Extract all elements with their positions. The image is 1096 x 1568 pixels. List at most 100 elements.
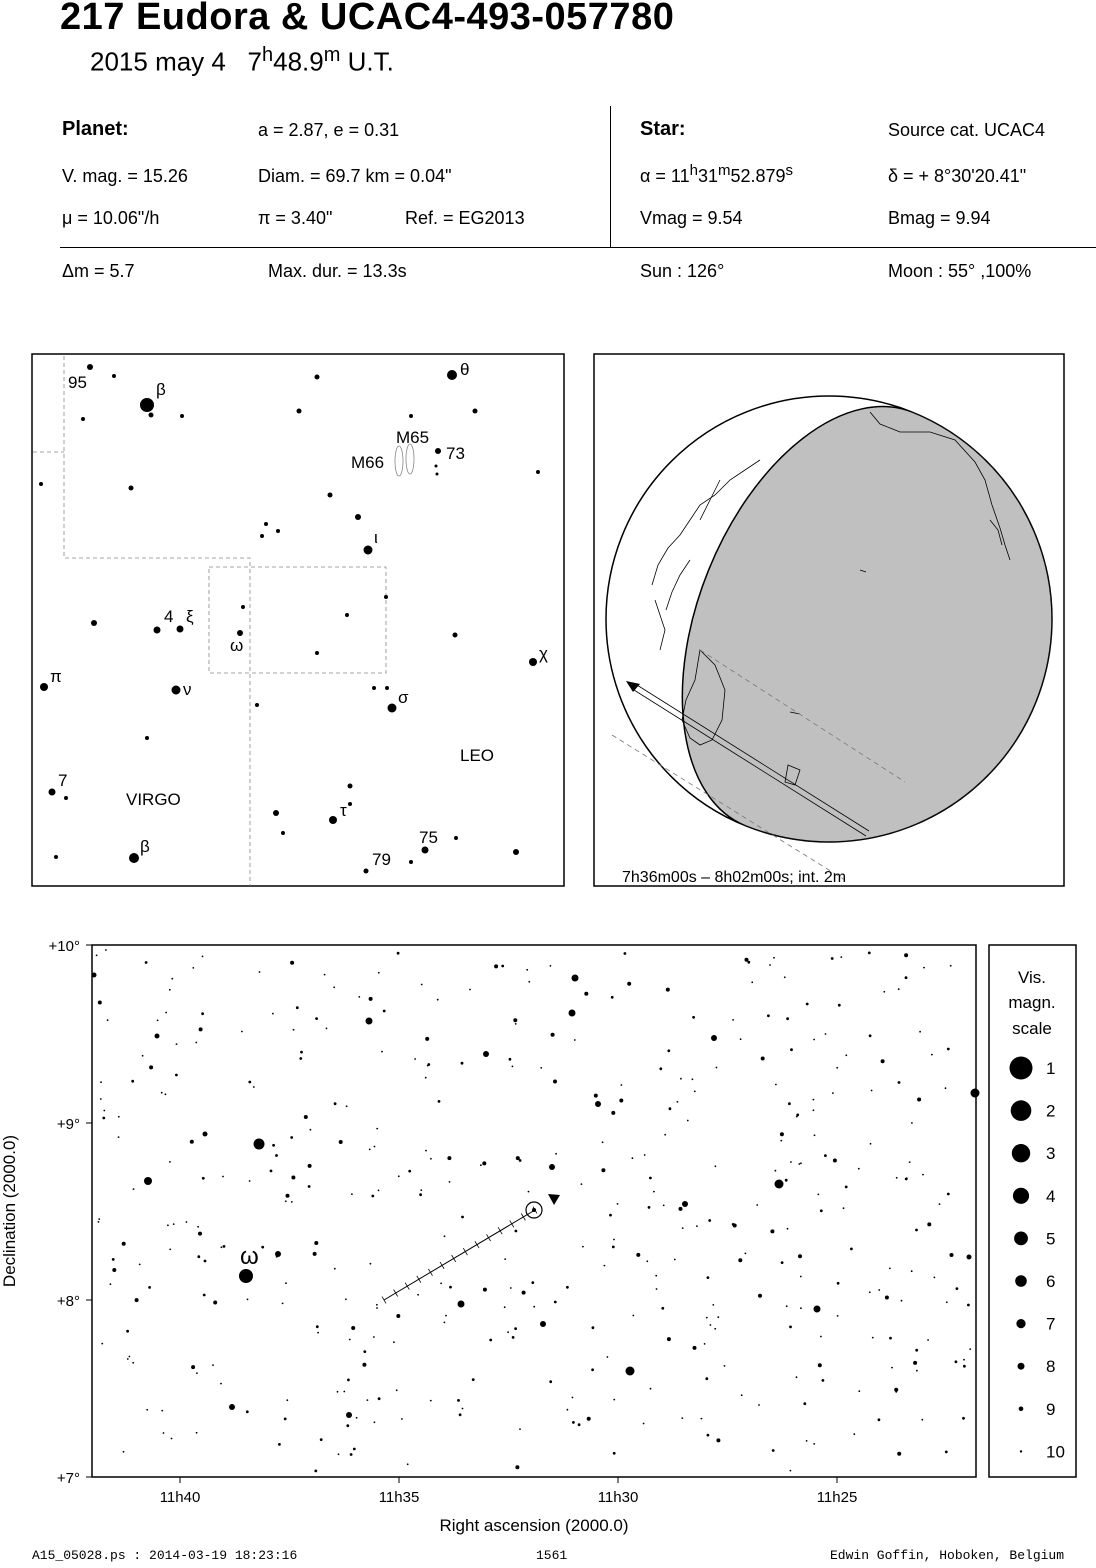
background-star (927, 1339, 929, 1341)
background-star (692, 1015, 695, 1019)
background-star (449, 1285, 452, 1289)
target-star (532, 1208, 536, 1212)
background-star (362, 1362, 367, 1367)
background-star (868, 1034, 872, 1038)
background-star (662, 1204, 665, 1207)
background-star (613, 1238, 615, 1241)
background-star (319, 1438, 323, 1441)
background-star (373, 1145, 376, 1148)
background-star (731, 1223, 735, 1226)
background-star (616, 1203, 619, 1205)
background-star (612, 1451, 616, 1455)
background-star (760, 1056, 765, 1061)
label-beta-top: β (156, 380, 166, 399)
background-star (655, 1288, 658, 1290)
background-star (368, 996, 373, 1001)
background-star (511, 1065, 514, 1068)
background-star (969, 1348, 972, 1350)
background-star (507, 1331, 509, 1334)
background-star (540, 1067, 543, 1069)
background-star (946, 1047, 950, 1051)
path-time-tick (532, 1206, 538, 1214)
background-star (813, 1134, 816, 1137)
background-star (201, 955, 204, 958)
background-star (739, 1038, 742, 1041)
background-star (646, 1260, 649, 1263)
background-star (131, 1079, 135, 1083)
background-star (336, 1390, 339, 1393)
background-star (338, 1140, 343, 1144)
background-star (817, 1363, 822, 1368)
background-star (377, 1189, 380, 1192)
background-star (780, 1261, 784, 1264)
moon-elongation: Moon : 55° ,100% (888, 261, 1032, 281)
path-time-tick (451, 1254, 457, 1263)
background-star (824, 1033, 827, 1035)
background-star (582, 1245, 584, 1248)
background-star (429, 1399, 432, 1402)
background-star (840, 956, 843, 958)
x-tick-11h30: 11h30 (598, 1489, 639, 1506)
background-star (842, 1207, 845, 1210)
background-star (853, 1433, 856, 1436)
background-star (897, 1081, 901, 1084)
zoom-field-rectangle (208, 566, 387, 674)
background-star (913, 1360, 918, 1365)
background-star (774, 1169, 777, 1172)
background-star (272, 1012, 274, 1015)
background-star (649, 1387, 652, 1390)
background-star (832, 1092, 834, 1094)
background-star (788, 1102, 791, 1106)
background-star (425, 1036, 430, 1041)
background-star (514, 1327, 517, 1330)
background-star (165, 1011, 168, 1014)
background-star (706, 1433, 710, 1437)
star-label: Star: (640, 118, 686, 140)
label-79: 79 (372, 850, 391, 869)
background-star (314, 1469, 318, 1473)
background-star (430, 1157, 432, 1160)
star-ra-second: 52.879 (730, 166, 786, 186)
background-star (850, 1247, 853, 1251)
background-star (566, 1408, 569, 1411)
background-star (482, 1161, 487, 1166)
background-star (521, 1290, 526, 1295)
legend-label-mag-3: 3 (1046, 1144, 1055, 1163)
background-star (945, 1301, 948, 1304)
background-star (203, 1259, 207, 1263)
background-star (665, 987, 670, 992)
background-star (584, 991, 589, 996)
galaxy-m66 (394, 445, 404, 477)
legend-dot-mag-5 (1014, 1231, 1028, 1246)
background-star (97, 1000, 102, 1005)
background-star (610, 995, 614, 999)
delta-magnitude: Δm = 5.7 (62, 261, 135, 281)
background-star (111, 1258, 115, 1261)
background-star (197, 1255, 201, 1259)
background-star (504, 1258, 507, 1260)
background-star (396, 1314, 401, 1318)
background-star (954, 1360, 958, 1364)
background-star (580, 1183, 583, 1185)
background-star (813, 1038, 815, 1041)
background-star (358, 996, 361, 998)
background-star (673, 1258, 676, 1261)
background-star (870, 1089, 873, 1092)
background-star (445, 1314, 447, 1317)
background-star (489, 1338, 493, 1342)
background-star (105, 949, 107, 951)
background-star (712, 1304, 715, 1306)
background-star (368, 1148, 371, 1151)
background-star (817, 1193, 820, 1196)
background-star (376, 1127, 379, 1130)
background-star (785, 1305, 788, 1308)
background-star (931, 1053, 933, 1056)
background-star (549, 1380, 553, 1384)
background-star (836, 1281, 840, 1285)
background-star (443, 1235, 446, 1238)
background-star (352, 1447, 356, 1451)
background-star (819, 1209, 823, 1213)
background-star (295, 1006, 299, 1010)
background-star (803, 1402, 807, 1406)
background-star (376, 1303, 378, 1306)
